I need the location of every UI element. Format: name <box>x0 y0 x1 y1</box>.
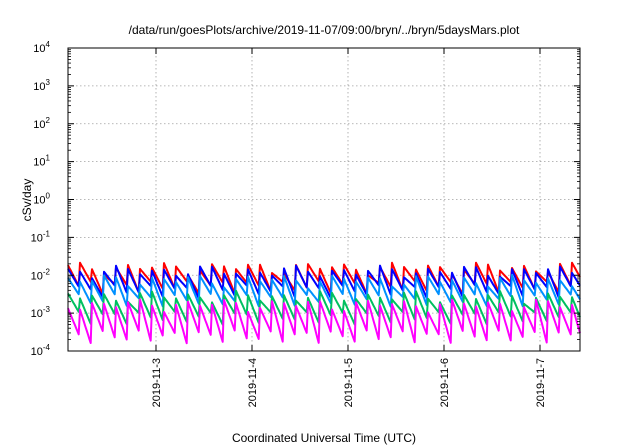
grid <box>68 48 580 351</box>
y-axis-title: cSv/day <box>20 179 34 222</box>
series-line <box>67 289 581 326</box>
series-line <box>67 298 581 345</box>
y-tick-label: 101 <box>33 154 50 169</box>
series-line <box>67 264 581 299</box>
y-tick-label: 100 <box>33 192 50 207</box>
y-tick-label: 102 <box>33 116 50 131</box>
x-tick-label: 2019-11-4 <box>247 358 259 407</box>
y-tick-label: 10-4 <box>31 343 51 358</box>
x-tick-label: 2019-11-3 <box>151 358 163 407</box>
chart-title: /data/run/goesPlots/archive/2019-11-07/0… <box>129 23 520 37</box>
y-tick-label: 103 <box>33 78 50 93</box>
series-line <box>67 261 581 295</box>
x-tick-label: 2019-11-5 <box>343 358 355 407</box>
series-line <box>67 273 581 308</box>
x-tick-label: 2019-11-6 <box>439 358 451 407</box>
y-tick-label: 104 <box>33 40 50 55</box>
y-tick-label: 10-3 <box>31 305 51 320</box>
x-axis-title: Coordinated Universal Time (UTC) <box>232 431 416 445</box>
tick-labels: 10-4 10-3 10-2 10-1 100 101 102 103 104 2019-11-3… <box>31 40 547 407</box>
x-tick-label: 2019-11-7 <box>535 358 547 407</box>
series-lines <box>67 261 581 345</box>
y-tick-label: 10-2 <box>31 267 51 282</box>
ticks <box>68 47 580 352</box>
y-tick-label: 10-1 <box>31 229 51 244</box>
